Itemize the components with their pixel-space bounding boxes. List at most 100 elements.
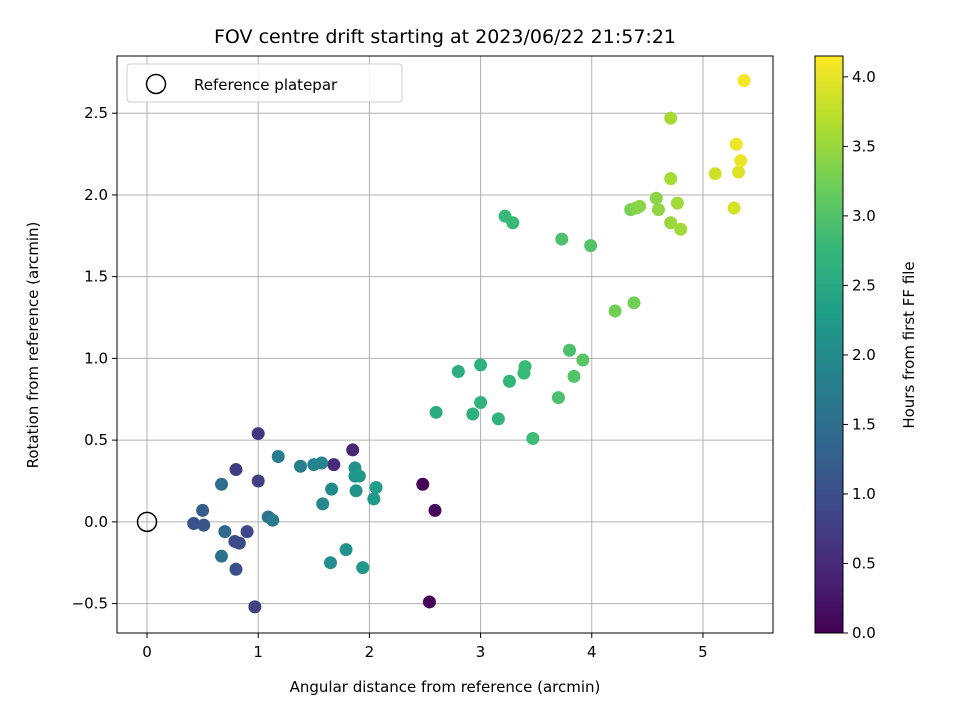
scatter-point bbox=[474, 396, 488, 410]
colorbar: 0.0 0.5 1.0 1.5 2.0 2.5 3.0 3.5 4.0 bbox=[814, 55, 876, 642]
scatter-point bbox=[229, 463, 243, 477]
scatter-point bbox=[349, 484, 363, 498]
y-tick-label: 1.0 bbox=[84, 349, 108, 367]
y-tick-label: 1.5 bbox=[84, 268, 108, 286]
scatter-point bbox=[649, 191, 663, 205]
data-points bbox=[136, 74, 751, 614]
scatter-point bbox=[248, 600, 262, 614]
scatter-point bbox=[356, 561, 370, 575]
scatter-point bbox=[218, 525, 232, 539]
scatter-point bbox=[416, 477, 430, 491]
legend-marker-open-circle bbox=[145, 73, 167, 95]
x-tick-label: 2 bbox=[365, 643, 375, 661]
scatter-point bbox=[664, 172, 678, 186]
scatter-point bbox=[674, 222, 688, 236]
scatter-point bbox=[422, 595, 436, 609]
scatter-point bbox=[187, 516, 201, 530]
scatter-point bbox=[327, 458, 341, 472]
scatter-point bbox=[734, 154, 748, 168]
scatter-point bbox=[518, 360, 532, 374]
scatter-point bbox=[502, 374, 516, 388]
scatter-point bbox=[737, 74, 751, 88]
y-tick-label: 0.5 bbox=[84, 431, 108, 449]
scatter-point bbox=[627, 296, 641, 310]
scatter-point bbox=[316, 497, 330, 511]
scatter-point bbox=[729, 137, 743, 151]
legend-label: Reference platepar bbox=[194, 76, 338, 94]
scatter-point bbox=[428, 503, 442, 517]
scatter-point bbox=[271, 449, 285, 463]
legend: Reference platepar bbox=[126, 63, 403, 103]
scatter-point bbox=[215, 549, 229, 563]
colorbar-tick-label: 1.5 bbox=[852, 415, 876, 433]
colorbar-tick-label: 0.0 bbox=[852, 624, 876, 642]
scatter-point bbox=[664, 111, 678, 125]
scatter-point bbox=[251, 474, 265, 488]
scatter-point bbox=[708, 167, 722, 181]
scatter-point bbox=[651, 203, 665, 217]
x-tick-label: 1 bbox=[253, 643, 263, 661]
colorbar-tick-label: 2.5 bbox=[852, 276, 876, 294]
y-tick-label: −0.5 bbox=[72, 595, 108, 613]
colorbar-tick-label: 3.5 bbox=[852, 137, 876, 155]
colorbar-gradient bbox=[814, 55, 844, 634]
x-tick-label: 0 bbox=[142, 643, 152, 661]
scatter-point bbox=[491, 412, 505, 426]
scatter-point bbox=[325, 482, 339, 496]
scatter-point bbox=[429, 405, 443, 419]
scatter-point bbox=[555, 232, 569, 246]
chart-title: FOV centre drift starting at 2023/06/22 … bbox=[214, 26, 676, 48]
scatter-point bbox=[563, 343, 577, 357]
scatter-point bbox=[576, 353, 590, 367]
scatter-point bbox=[315, 456, 329, 470]
colorbar-tick-label: 4.0 bbox=[852, 68, 876, 86]
scatter-point bbox=[339, 543, 353, 557]
scatter-point bbox=[727, 201, 741, 215]
scatter-point bbox=[346, 443, 360, 457]
scatter-point bbox=[526, 431, 540, 445]
scatter-point bbox=[293, 459, 307, 473]
scatter-point bbox=[664, 216, 678, 230]
grid-lines bbox=[117, 56, 773, 633]
colorbar-label: Hours from first FF file bbox=[900, 261, 918, 428]
x-tick-label: 4 bbox=[587, 643, 597, 661]
scatter-point bbox=[266, 513, 280, 527]
scatter-point bbox=[633, 199, 647, 213]
scatter-point bbox=[584, 239, 598, 253]
y-tick-label: 2.0 bbox=[84, 186, 108, 204]
scatter-point bbox=[506, 216, 520, 230]
scatter-point bbox=[466, 407, 480, 421]
scatter-point bbox=[369, 481, 383, 495]
x-axis-label: Angular distance from reference (arcmin) bbox=[290, 678, 601, 696]
y-tick-label: 2.5 bbox=[84, 104, 108, 122]
scatter-point bbox=[352, 469, 366, 483]
scatter-point bbox=[474, 358, 488, 372]
scatter-point bbox=[323, 556, 337, 570]
scatter-point bbox=[215, 477, 229, 491]
scatter-point bbox=[367, 492, 381, 506]
scatter-point bbox=[670, 196, 684, 210]
scatter-point bbox=[251, 427, 265, 441]
colorbar-tick-label: 0.5 bbox=[852, 554, 876, 572]
scatter-point bbox=[229, 562, 243, 576]
scatter-point bbox=[240, 525, 254, 539]
y-axis-label: Rotation from reference (arcmin) bbox=[24, 222, 42, 469]
scatter-point bbox=[732, 165, 746, 179]
y-tick-label: 0.0 bbox=[84, 513, 108, 531]
plot-frame bbox=[116, 55, 774, 634]
legend-box bbox=[126, 63, 403, 103]
scatter-point bbox=[551, 391, 565, 405]
x-tick-label: 3 bbox=[476, 643, 486, 661]
scatter-point bbox=[451, 364, 465, 378]
x-tick-label: 5 bbox=[698, 643, 708, 661]
scatter-point bbox=[228, 534, 242, 548]
colorbar-tick-label: 2.0 bbox=[852, 346, 876, 364]
scatter-point bbox=[608, 304, 622, 318]
colorbar-tick-label: 1.0 bbox=[852, 485, 876, 503]
reference-platepar-marker bbox=[136, 511, 158, 533]
colorbar-tick-label: 3.0 bbox=[852, 207, 876, 225]
scatter-point bbox=[567, 369, 581, 383]
scatter-point bbox=[197, 518, 211, 532]
scatter-point bbox=[196, 503, 210, 517]
